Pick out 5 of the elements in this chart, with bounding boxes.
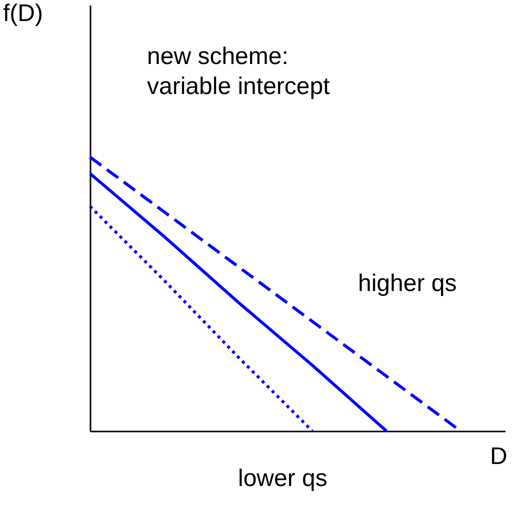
text: f(D): [3, 0, 43, 27]
text: lower qs: [238, 465, 328, 492]
text: new scheme: variable intercept: [147, 43, 330, 100]
x-axis-title: D: [490, 443, 508, 470]
annotation: higher qs: [358, 270, 457, 297]
